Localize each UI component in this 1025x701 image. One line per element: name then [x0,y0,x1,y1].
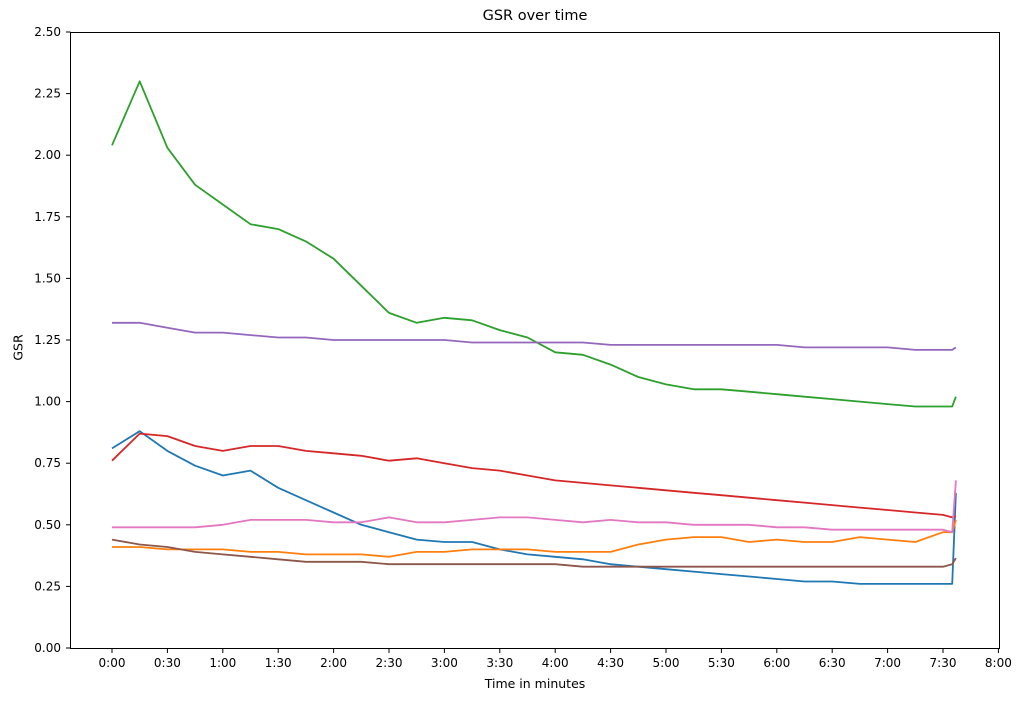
y-tick-label: 1.00 [34,395,61,409]
x-tick-label: 3:30 [486,656,513,670]
y-tick-label: 0.75 [34,456,61,470]
x-tick-label: 0:00 [99,656,126,670]
x-tick-label: 1:30 [265,656,292,670]
x-tick-label: 6:30 [819,656,846,670]
y-tick-label: 1.75 [34,210,61,224]
x-tick-label: 1:00 [209,656,236,670]
y-tick-label: 2.50 [34,25,61,39]
line-series-7 [112,480,957,534]
x-tick-label: 7:00 [874,656,901,670]
x-tick-label: 7:30 [930,656,957,670]
y-tick-label: 1.50 [34,271,61,285]
x-tick-label: 8:00 [985,656,1012,670]
x-tick-label: 5:00 [653,656,680,670]
line-series-1 [111,430,957,585]
x-tick-label: 5:30 [708,656,735,670]
y-axis: 0.00 0.25 0.50 0.75 1.00 1.25 1.50 1.75 2.00 2.25… [34,25,71,655]
y-tick-label: 0.00 [34,641,61,655]
x-tick-label: 2:00 [320,656,347,670]
y-axis-label: GSR [10,334,26,361]
y-tick-label: 2.00 [34,148,61,162]
x-tick-label: 0:30 [154,656,181,670]
y-tick-label: 1.25 [34,333,61,347]
line-series-3 [111,80,957,408]
x-tick-label: 6:00 [763,656,790,670]
y-tick-label: 0.25 [34,579,61,593]
x-tick-label: 2:30 [376,656,403,670]
chart-title: GSR over time [482,8,588,24]
line-series-5 [112,321,957,351]
x-tick-label: 4:00 [542,656,569,670]
y-tick-label: 0.50 [34,518,61,532]
y-tick-label: 2.25 [34,87,61,101]
x-tick-label: 4:30 [597,656,624,670]
x-axis: 0:00 0:30 1:00 1:30 2:00 2:30 3:00 3:30 4:00 4:30… [99,648,1012,670]
x-tick-label: 3:00 [431,656,458,670]
line-series-2 [112,519,957,558]
series-layer [111,80,957,585]
line-series-6 [111,538,957,568]
x-axis-label: Time in minutes [484,676,586,691]
line-series-4 [111,432,957,519]
